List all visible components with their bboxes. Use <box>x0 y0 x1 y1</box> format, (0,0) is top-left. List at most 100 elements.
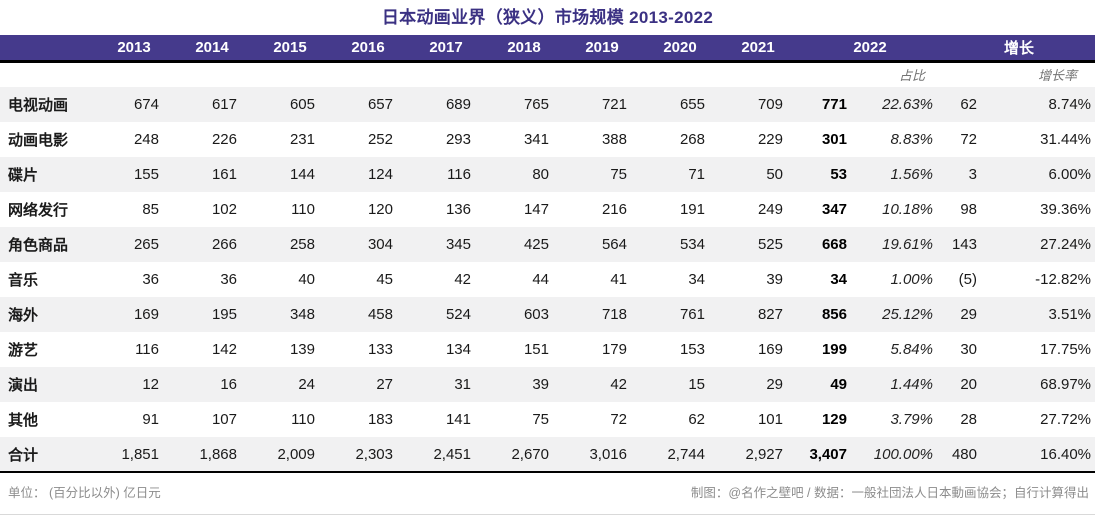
year-value: 161 <box>211 166 237 183</box>
year-value: 605 <box>289 96 315 113</box>
growth-rate-value: 3.51% <box>1048 306 1092 323</box>
footer: 单位： (百分比以外) 亿日元 制图：@名作之壁吧 / 数据：一般社団法人日本動… <box>0 482 1095 501</box>
year-value: 2,927 <box>719 437 797 473</box>
table-row: 电视动画 674 617 605 657 689 765 721 655 709 771 22.63%… <box>0 87 1095 122</box>
share-value: 1.00% <box>890 271 933 288</box>
row-label: 网络发行 <box>8 202 69 219</box>
year-value: 348 <box>289 306 315 323</box>
year-value: 183 <box>367 411 393 428</box>
value-2022: 347 <box>821 201 847 218</box>
year-value: 524 <box>445 306 471 323</box>
row-label: 电视动画 <box>8 97 69 114</box>
row-label: 游艺 <box>8 342 39 359</box>
year-value: 229 <box>757 131 783 148</box>
share-value: 100.00% <box>859 437 943 473</box>
unit-note: 单位： (百分比以外) 亿日元 <box>8 486 161 500</box>
table-row: 碟片 155 161 144 124 116 80 75 71 50 53 1.56% 3 6.00% <box>0 157 1095 192</box>
header-year: 2014 <box>173 35 251 63</box>
year-value: 293 <box>445 131 471 148</box>
subheader-growth-rate: 增长率 <box>991 61 1095 87</box>
year-value: 42 <box>454 271 471 288</box>
year-value: 36 <box>142 271 159 288</box>
year-value: 41 <box>610 271 627 288</box>
header-year: 2018 <box>485 35 563 63</box>
header-2022: 2022 <box>797 35 943 63</box>
year-value: 3,016 <box>563 437 641 473</box>
year-value: 12 <box>142 376 159 393</box>
header-growth: 增长 <box>943 35 1095 63</box>
year-value: 761 <box>679 306 705 323</box>
year-value: 827 <box>757 306 783 323</box>
year-value: 44 <box>532 271 549 288</box>
year-value: 42 <box>610 376 627 393</box>
year-value: 29 <box>766 376 783 393</box>
year-value: 139 <box>289 341 315 358</box>
year-value: 169 <box>133 306 159 323</box>
total-row: 合计 1,851 1,868 2,009 2,303 2,451 2,670 3,016 2,7… <box>0 437 1095 473</box>
year-value: 45 <box>376 271 393 288</box>
year-value: 75 <box>610 166 627 183</box>
value-2022: 3,407 <box>797 437 859 473</box>
year-value: 24 <box>298 376 315 393</box>
year-value: 179 <box>601 341 627 358</box>
year-value: 425 <box>523 236 549 253</box>
header-year: 2017 <box>407 35 485 63</box>
growth-value: 62 <box>960 96 977 113</box>
year-value: 50 <box>766 166 783 183</box>
subheader-share: 占比 <box>859 61 943 87</box>
growth-value: 29 <box>960 306 977 323</box>
value-2022: 49 <box>830 376 847 393</box>
year-value: 16 <box>220 376 237 393</box>
year-value: 101 <box>757 411 783 428</box>
year-value: 248 <box>133 131 159 148</box>
year-value: 39 <box>532 376 549 393</box>
year-value: 304 <box>367 236 393 253</box>
table-row: 动画电影 248 226 231 252 293 341 388 268 229 301 8.83% 7… <box>0 122 1095 157</box>
growth-value: 72 <box>960 131 977 148</box>
year-value: 144 <box>289 166 315 183</box>
year-value: 258 <box>289 236 315 253</box>
year-value: 27 <box>376 376 393 393</box>
growth-rate-value: 8.74% <box>1048 96 1092 113</box>
year-value: 2,744 <box>641 437 719 473</box>
year-value: 718 <box>601 306 627 323</box>
year-value: 75 <box>532 411 549 428</box>
growth-rate-value: 27.72% <box>1040 411 1092 428</box>
header-year: 2020 <box>641 35 719 63</box>
year-value: 1,851 <box>95 437 173 473</box>
year-value: 345 <box>445 236 471 253</box>
header-year: 2021 <box>719 35 797 63</box>
year-value: 1,868 <box>173 437 251 473</box>
row-label: 角色商品 <box>8 237 69 254</box>
growth-rate-value: 16.40% <box>991 437 1095 473</box>
growth-rate-value: 39.36% <box>1040 201 1092 218</box>
table-subheader-row: 占比 增长率 <box>0 61 1095 87</box>
row-label: 合计 <box>0 437 95 473</box>
year-value: 116 <box>135 341 159 358</box>
value-2022: 34 <box>830 271 847 288</box>
year-value: 40 <box>298 271 315 288</box>
year-value: 458 <box>367 306 393 323</box>
growth-value: 30 <box>960 341 977 358</box>
header-year: 2015 <box>251 35 329 63</box>
year-value: 709 <box>757 96 783 113</box>
year-value: 151 <box>523 341 549 358</box>
year-value: 388 <box>601 131 627 148</box>
year-value: 71 <box>688 166 705 183</box>
growth-value: 143 <box>951 236 977 253</box>
share-value: 1.44% <box>890 376 933 393</box>
year-value: 80 <box>532 166 549 183</box>
value-2022: 301 <box>821 131 847 148</box>
year-value: 689 <box>445 96 471 113</box>
year-value: 91 <box>142 411 159 428</box>
year-value: 266 <box>211 236 237 253</box>
growth-value: 480 <box>943 437 991 473</box>
year-value: 226 <box>211 131 237 148</box>
row-label: 碟片 <box>8 167 39 184</box>
header-year: 2016 <box>329 35 407 63</box>
year-value: 34 <box>688 271 705 288</box>
year-value: 107 <box>211 411 237 428</box>
growth-rate-value: 17.75% <box>1040 341 1092 358</box>
year-value: 133 <box>367 341 393 358</box>
table-row: 演出 12 16 24 27 31 39 42 15 29 49 1.44% 20 68.97% <box>0 367 1095 402</box>
